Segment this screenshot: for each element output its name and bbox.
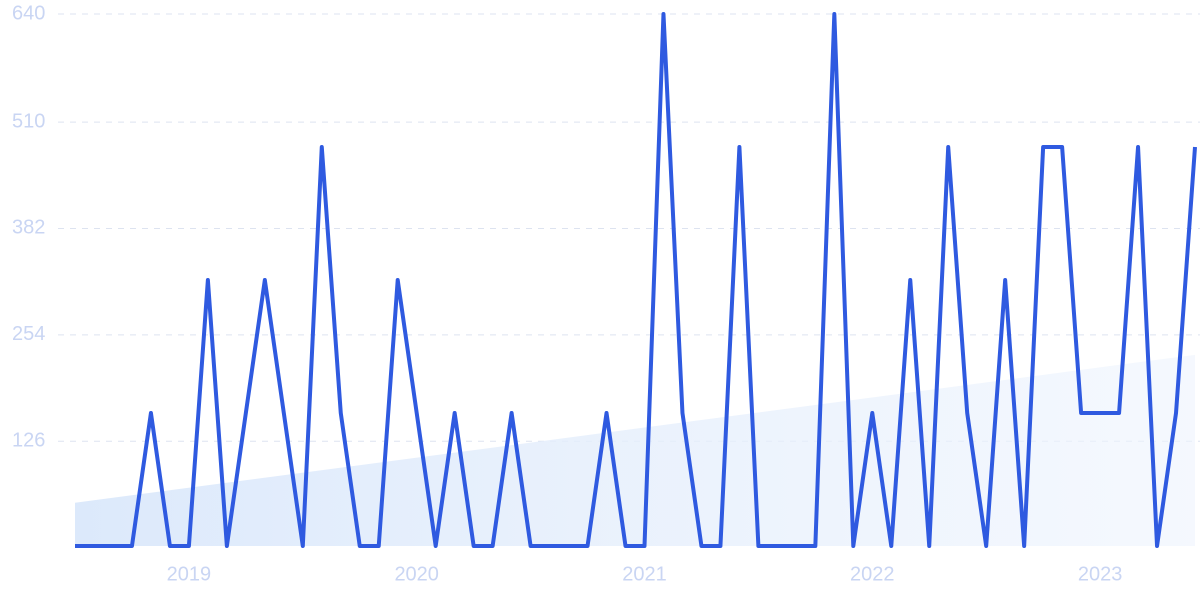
y-tick-label: 510: [12, 110, 45, 132]
y-tick-label: 254: [12, 323, 45, 345]
x-tick-label: 2022: [850, 563, 895, 585]
y-tick-label: 382: [12, 217, 45, 239]
x-tick-label: 2020: [394, 563, 439, 585]
line-series: [75, 12, 1197, 548]
y-tick-label: 126: [12, 430, 45, 452]
x-tick-label: 2019: [167, 563, 212, 585]
x-tick-label: 2023: [1078, 563, 1123, 585]
trend-area: [75, 354, 1195, 546]
y-tick-label: 640: [12, 2, 45, 24]
x-tick-label: 2021: [622, 563, 667, 585]
